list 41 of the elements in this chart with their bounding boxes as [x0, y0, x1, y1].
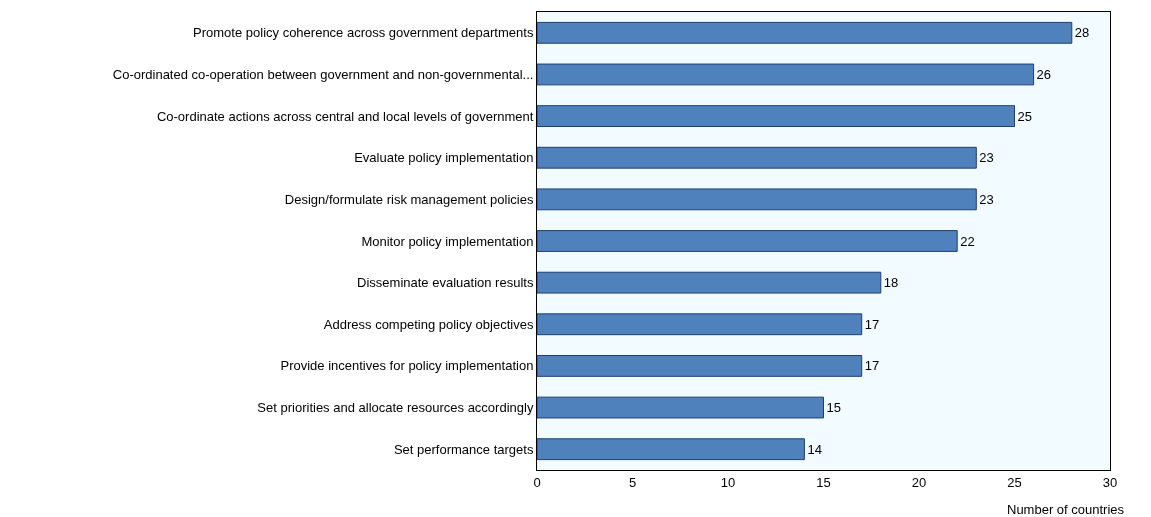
data-label: 26 [1036, 66, 1052, 82]
x-tick-label: 0 [533, 474, 541, 490]
data-label: 17 [864, 316, 880, 332]
y-tick-label: Evaluate policy implementation [354, 150, 534, 166]
y-tick-label: Disseminate evaluation results [357, 275, 534, 291]
data-label: 25 [1017, 108, 1032, 124]
data-label: 22 [960, 233, 975, 249]
bar [537, 271, 882, 294]
bar [537, 146, 977, 169]
y-tick-label: Promote policy coherence across government departments [193, 25, 534, 41]
bar [537, 230, 958, 252]
data-label: 17 [864, 358, 880, 374]
data-label: 23 [979, 191, 994, 207]
y-tick-label: Provide incentives for policy implementation [280, 358, 534, 374]
x-tick-label: 20 [911, 474, 927, 490]
y-tick-label: Address competing policy objectives [323, 316, 534, 332]
bar [537, 63, 1035, 86]
bar [537, 438, 805, 461]
bar [537, 21, 1073, 44]
y-tick-label: Co-ordinate actions across central and local levels of government [156, 108, 534, 124]
x-tick-label: 30 [1102, 474, 1118, 490]
x-tick-label: 10 [720, 474, 736, 490]
data-label: 18 [883, 275, 899, 291]
x-tick-label: 15 [816, 474, 831, 490]
data-label: 28 [1074, 25, 1090, 41]
bar [537, 396, 824, 419]
bar [537, 313, 863, 336]
bar [537, 355, 863, 377]
y-tick-label: Set priorities and allocate resources accordingly [257, 400, 534, 416]
data-label: 14 [807, 441, 822, 457]
x-tick-label: 25 [1007, 474, 1022, 490]
y-tick-label: Set performance targets [393, 441, 534, 457]
data-label: 23 [979, 150, 994, 166]
y-tick-label: Co-ordinated co-operation between government and non-governmental... [112, 67, 534, 82]
x-tick-label: 5 [628, 474, 637, 490]
y-tick-label: Design/formulate risk management policies [284, 191, 534, 207]
bar [537, 105, 1015, 127]
data-label: 15 [826, 400, 841, 416]
x-axis-title: Number of countries [1007, 502, 1125, 517]
y-tick-label: Monitor policy implementation [361, 233, 534, 249]
bar [537, 188, 977, 211]
